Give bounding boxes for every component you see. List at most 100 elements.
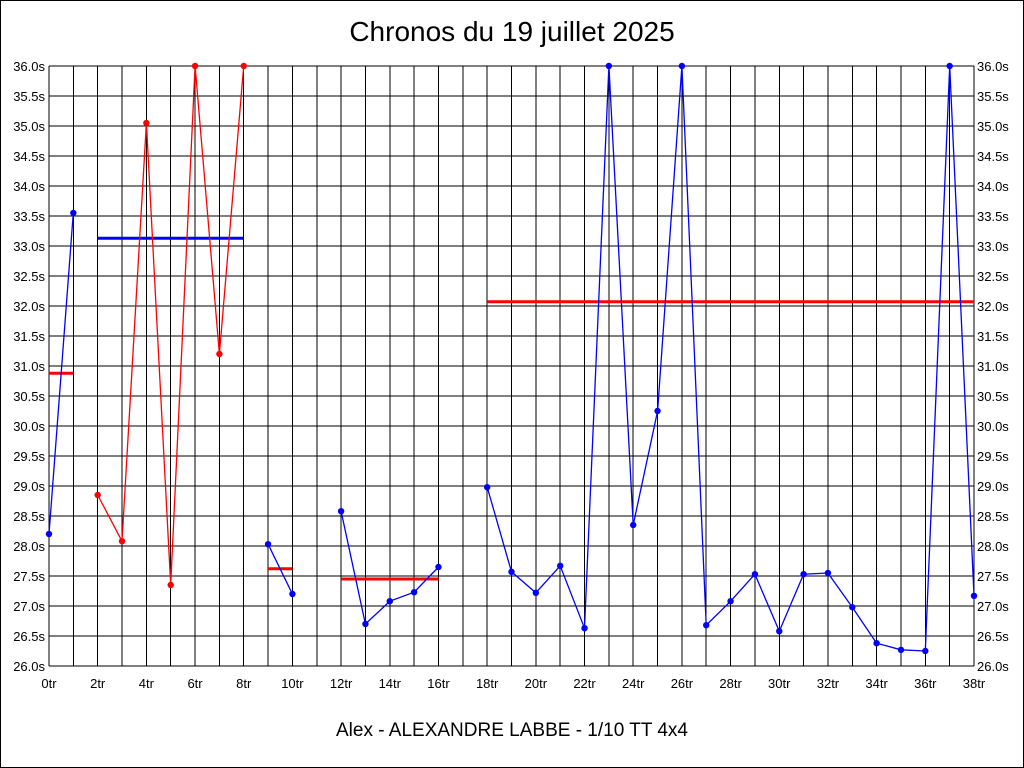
y-tick-label-left: 28.0s — [13, 539, 45, 554]
data-point — [435, 563, 442, 571]
data-point — [216, 350, 223, 358]
x-tick-label: 38tr — [963, 676, 986, 691]
data-point — [824, 569, 832, 577]
y-tick-label-right: 29.0s — [977, 479, 1009, 494]
y-tick-label-right: 31.0s — [977, 359, 1009, 374]
x-tick-label: 0tr — [41, 676, 57, 691]
x-tick-label: 2tr — [90, 676, 106, 691]
data-point — [873, 640, 880, 647]
x-tick-label: 8tr — [236, 676, 252, 691]
x-tick-label: 6tr — [187, 676, 203, 691]
y-tick-label-right: 30.0s — [977, 419, 1009, 434]
y-tick-label-left: 35.5s — [13, 89, 45, 104]
y-tick-label-left: 29.0s — [13, 479, 45, 494]
x-tick-label: 14tr — [379, 676, 402, 691]
data-point — [264, 541, 272, 548]
x-tick-label: 12tr — [330, 676, 353, 691]
data-point — [508, 568, 515, 575]
x-tick-label: 10tr — [281, 676, 304, 691]
y-tick-label-right: 27.5s — [977, 569, 1009, 584]
x-tick-label: 4tr — [139, 676, 155, 691]
y-tick-label-left: 35.0s — [13, 119, 45, 134]
y-tick-label-left: 27.0s — [13, 599, 45, 614]
data-point — [386, 598, 393, 605]
y-tick-label-left: 26.0s — [13, 659, 45, 674]
y-tick-label-right: 34.5s — [977, 149, 1009, 164]
data-point — [532, 589, 540, 596]
x-tick-label: 18tr — [476, 676, 499, 691]
data-point — [240, 62, 247, 70]
data-point — [410, 589, 418, 596]
data-point — [118, 538, 126, 545]
y-tick-label-right: 26.5s — [977, 629, 1009, 644]
data-point — [289, 590, 296, 598]
data-point — [897, 646, 905, 653]
y-tick-label-left: 30.5s — [13, 389, 45, 404]
data-point — [605, 62, 613, 70]
chart-title: Chronos du 19 juillet 2025 — [349, 16, 675, 47]
data-point — [556, 562, 564, 569]
x-tick-label: 20tr — [525, 676, 548, 691]
x-tick-label: 30tr — [768, 676, 791, 691]
data-point — [751, 571, 759, 578]
y-tick-label-left: 31.5s — [13, 329, 45, 344]
series-line — [48, 212, 74, 535]
data-point — [337, 508, 345, 515]
data-point — [776, 628, 783, 635]
x-tick-label: 16tr — [427, 676, 450, 691]
data-point — [800, 571, 807, 578]
y-tick-label-right: 30.5s — [977, 389, 1009, 404]
x-tick-label: 28tr — [719, 676, 742, 691]
data-point — [167, 581, 174, 589]
data-point — [703, 622, 710, 629]
y-tick-label-left: 31.0s — [13, 359, 45, 374]
y-tick-label-left: 34.0s — [13, 179, 45, 194]
y-tick-label-left: 34.5s — [13, 149, 45, 164]
x-tick-label: 22tr — [573, 676, 596, 691]
x-tick-label: 34tr — [865, 676, 888, 691]
series-line — [267, 543, 293, 595]
y-tick-label-left: 32.5s — [13, 269, 45, 284]
y-tick-label-left: 32.0s — [13, 299, 45, 314]
data-point — [143, 119, 150, 127]
data-point — [94, 491, 101, 499]
data-point — [191, 62, 199, 70]
y-tick-label-right: 32.0s — [977, 299, 1009, 314]
y-tick-label-left: 33.0s — [13, 239, 45, 254]
y-tick-label-left: 30.0s — [13, 419, 45, 434]
x-tick-label: 26tr — [671, 676, 694, 691]
x-tick-label: 32tr — [817, 676, 840, 691]
data-point — [970, 592, 978, 599]
y-tick-label-left: 36.0s — [13, 59, 45, 74]
y-tick-label-right: 35.0s — [977, 119, 1009, 134]
y-tick-label-right: 33.0s — [977, 239, 1009, 254]
data-point — [362, 620, 369, 628]
data-point — [678, 62, 686, 70]
data-point — [654, 407, 661, 415]
data-point — [581, 625, 588, 632]
y-tick-label-right: 28.5s — [977, 509, 1009, 524]
y-tick-label-right: 32.5s — [977, 269, 1009, 284]
x-tick-label: 24tr — [622, 676, 645, 691]
data-point — [483, 484, 491, 491]
data-point — [45, 530, 53, 538]
x-tick-label: 36tr — [914, 676, 937, 691]
data-point — [630, 521, 637, 529]
y-tick-label-right: 27.0s — [977, 599, 1009, 614]
data-point — [849, 604, 856, 611]
y-tick-label-left: 26.5s — [13, 629, 45, 644]
data-point — [946, 62, 953, 70]
y-tick-label-left: 29.5s — [13, 449, 45, 464]
y-tick-label-right: 34.0s — [977, 179, 1009, 194]
y-tick-label-left: 27.5s — [13, 569, 45, 584]
y-tick-label-right: 26.0s — [977, 659, 1009, 674]
data-point — [727, 598, 734, 605]
y-tick-label-right: 31.5s — [977, 329, 1009, 344]
y-tick-label-left: 33.5s — [13, 209, 45, 224]
y-tick-label-right: 28.0s — [977, 539, 1009, 554]
y-tick-label-right: 36.0s — [977, 59, 1009, 74]
data-point — [922, 647, 929, 655]
data-point — [70, 209, 77, 217]
y-tick-label-right: 33.5s — [977, 209, 1009, 224]
